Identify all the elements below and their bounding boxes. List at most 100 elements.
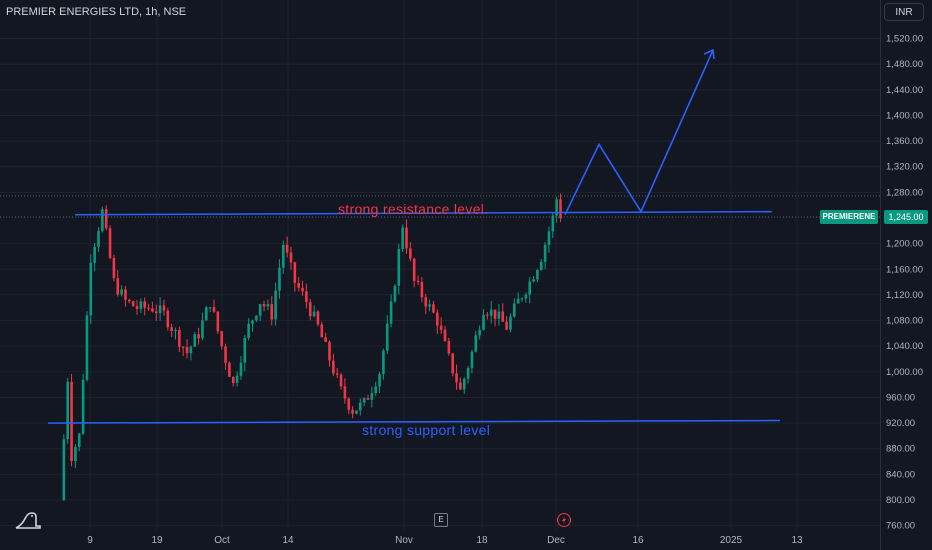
- candle-body: [547, 231, 551, 245]
- candle-body: [382, 350, 385, 375]
- candle-body: [509, 316, 512, 330]
- y-tick-label: 920.00: [886, 418, 915, 429]
- candle-body: [108, 228, 112, 258]
- candle-body: [466, 368, 470, 379]
- y-tick-label: 1,080.00: [886, 316, 923, 327]
- x-tick-label: 2025: [720, 535, 743, 546]
- candle-body: [439, 325, 443, 330]
- y-tick-label: 1,280.00: [886, 187, 923, 198]
- candle-body: [101, 209, 104, 231]
- candle-body: [81, 379, 85, 434]
- candle-body: [70, 381, 73, 462]
- candle-body: [301, 287, 304, 292]
- y-tick-label: 1,120.00: [886, 290, 923, 301]
- candle-body: [243, 338, 247, 363]
- candle-body: [501, 311, 505, 322]
- candle-body: [339, 374, 343, 387]
- candle-body: [274, 290, 277, 320]
- candle-body: [220, 331, 223, 347]
- y-tick-label: 800.00: [886, 495, 915, 506]
- y-tick-label: 1,040.00: [886, 341, 923, 352]
- candle-body: [378, 374, 381, 387]
- candle-body: [85, 315, 89, 380]
- candle-body: [189, 346, 193, 354]
- candle-body: [278, 267, 281, 291]
- candle-body: [201, 320, 204, 339]
- candle-body: [151, 308, 154, 312]
- candle-body: [193, 334, 197, 347]
- candle-body: [89, 262, 93, 316]
- candle-body: [258, 304, 262, 316]
- candle-body: [231, 376, 235, 383]
- price-axis[interactable]: 760.00 800.00 840.00 880.00 920.00 960.00 1,00…: [886, 34, 923, 532]
- candle-body: [224, 346, 227, 363]
- y-tick-label: 760.00: [886, 521, 915, 532]
- candle-body: [478, 329, 481, 336]
- candle-body: [266, 304, 270, 307]
- earnings-icon[interactable]: E: [434, 513, 448, 527]
- x-tick-label: 19: [151, 535, 163, 546]
- price-axis-separator: [880, 0, 881, 550]
- candle-body: [324, 337, 327, 342]
- candle-body: [305, 291, 308, 303]
- support-label[interactable]: strong support level: [362, 422, 491, 438]
- candle-body: [178, 330, 181, 347]
- x-tick-label: Oct: [214, 535, 230, 546]
- candle-body: [513, 303, 516, 317]
- x-tick-label: Nov: [395, 535, 413, 546]
- candle-body: [328, 341, 331, 361]
- candle-body: [447, 341, 451, 354]
- time-axis[interactable]: 9 19 Oct 14 Nov 18 Dec 16 2025 13: [87, 535, 803, 546]
- candle-body: [393, 285, 397, 302]
- candle-body: [131, 301, 135, 307]
- candle-body: [154, 311, 158, 314]
- tradingview-logo-icon[interactable]: [14, 508, 44, 530]
- symbol-tag: PREMIERENE: [820, 210, 878, 224]
- drawings: [47, 48, 781, 424]
- candle-body: [370, 393, 374, 400]
- candle-body: [297, 282, 300, 288]
- candle-body: [362, 398, 366, 403]
- candle-body: [166, 310, 170, 328]
- candle-body: [316, 311, 320, 325]
- candle-body: [516, 298, 520, 304]
- candle-body: [216, 311, 220, 332]
- y-tick-label: 1,320.00: [886, 162, 923, 173]
- candle-body: [239, 362, 243, 376]
- y-tick-label: 1,000.00: [886, 367, 923, 378]
- y-tick-label: 960.00: [886, 392, 915, 403]
- y-tick-label: 1,400.00: [886, 110, 923, 121]
- chart-title: PREMIER ENERGIES LTD, 1h, NSE: [6, 6, 187, 18]
- candle-body: [62, 439, 66, 500]
- candle-body: [351, 409, 354, 414]
- candle-body: [97, 230, 100, 247]
- candle-body: [335, 373, 339, 375]
- candle-body: [282, 244, 285, 268]
- grid-lines: [0, 0, 880, 530]
- y-tick-label: 1,520.00: [886, 34, 923, 45]
- y-tick-label: 880.00: [886, 444, 915, 455]
- candle-body: [162, 305, 166, 311]
- projection-arrowhead: [703, 48, 715, 60]
- resistance-label[interactable]: strong resistance level.: [338, 201, 489, 217]
- candle-body: [385, 323, 389, 351]
- candle-body: [128, 299, 131, 302]
- candle-body: [112, 257, 116, 279]
- y-tick-label: 1,200.00: [886, 239, 923, 250]
- x-tick-label: 9: [87, 535, 93, 546]
- candle-body: [489, 309, 493, 316]
- last-price-tag: 1,245.00: [884, 210, 928, 224]
- candle-body: [405, 227, 408, 249]
- currency-button[interactable]: INR: [884, 3, 924, 21]
- candlesticks: [62, 193, 562, 502]
- y-tick-label: 1,440.00: [886, 85, 923, 96]
- candle-body: [293, 262, 297, 283]
- candle-body: [116, 278, 120, 295]
- candle-body: [289, 252, 293, 263]
- candle-body: [451, 353, 454, 374]
- candle-body: [416, 280, 420, 282]
- dividend-lightning-icon[interactable]: [557, 513, 571, 527]
- x-tick-label: Dec: [547, 535, 565, 546]
- candle-body: [104, 209, 108, 229]
